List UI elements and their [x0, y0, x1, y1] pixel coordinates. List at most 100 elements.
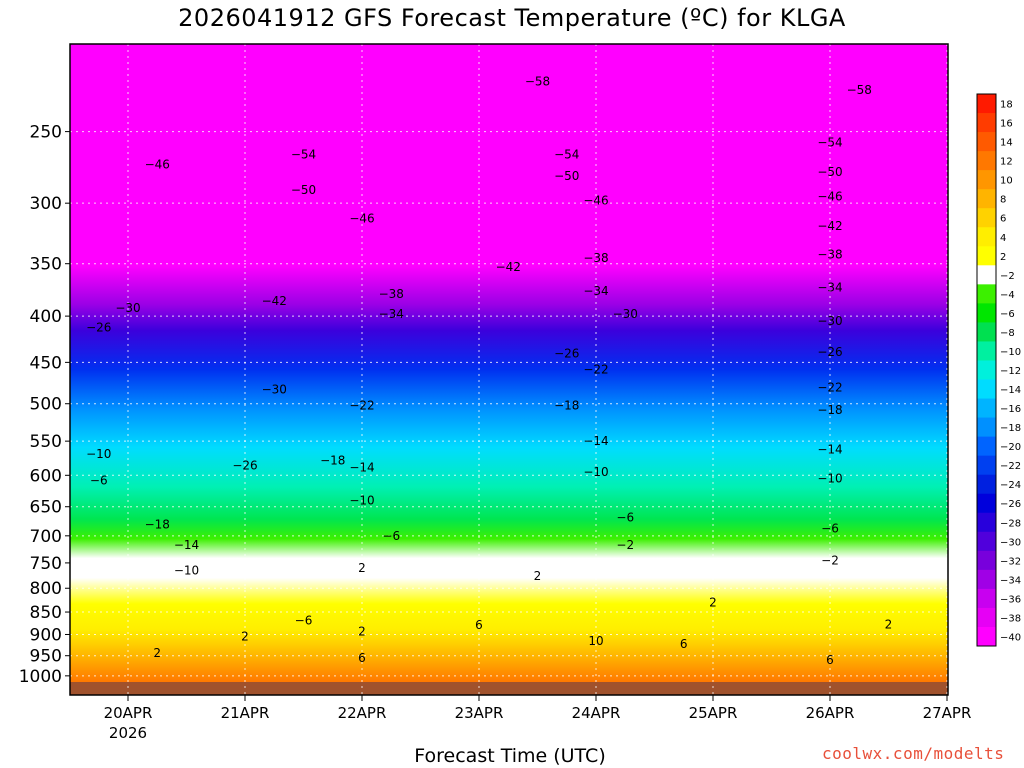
colorbar-swatch: [977, 132, 996, 152]
x-tick-label: 25APR: [689, 704, 738, 722]
y-tick-label: 250: [30, 123, 62, 143]
colorbar-swatch: [977, 341, 996, 361]
contour-label: −30: [115, 301, 140, 315]
colorbar-label: 4: [1000, 233, 1006, 244]
colorbar-label: −40: [1000, 632, 1021, 643]
contour-label: −6: [616, 510, 634, 524]
contour-label: 2: [709, 596, 717, 610]
y-tick-label: 950: [30, 647, 62, 667]
colorbar-swatch: [977, 94, 996, 114]
x-axis: 20APR 21APR 22APR 23APR 24APR 25APR 26APR 27APR…: [104, 695, 972, 742]
contour-label: −10: [174, 564, 199, 578]
contour-label: −18: [554, 398, 579, 412]
y-tick-label: 1000: [19, 667, 62, 687]
colorbar-swatch: [977, 607, 996, 628]
contour-label: −10: [817, 472, 842, 486]
colorbar-swatch: [977, 417, 996, 438]
colorbar-swatch: [977, 151, 996, 171]
colorbar-label: 10: [1000, 176, 1013, 187]
contour-label: −10: [583, 465, 608, 479]
contour-label: −6: [295, 613, 313, 627]
contour-label: −50: [817, 165, 842, 179]
colorbar-label: −8: [1000, 328, 1015, 339]
colorbar-label: −10: [1000, 347, 1021, 358]
y-tick-label: 700: [30, 527, 62, 547]
y-tick-label: 500: [30, 395, 62, 415]
contour-label: −30: [817, 314, 842, 328]
colorbar-swatch: [977, 227, 996, 247]
y-tick-label: 800: [30, 579, 62, 599]
colorbar-label: −2: [1000, 271, 1015, 282]
colorbar-swatch: [977, 493, 996, 514]
contour-label: −54: [554, 147, 579, 161]
x-tick-label: 21APR: [221, 704, 270, 722]
colorbar-label: −14: [1000, 385, 1021, 396]
colorbar-label: 14: [1000, 138, 1013, 149]
contour-label: 2: [358, 624, 366, 638]
contour-label: −34: [817, 281, 842, 295]
colorbar-swatch: [977, 208, 996, 228]
contour-label: −58: [525, 74, 550, 88]
contour-label: 10: [588, 634, 603, 648]
colorbar-label: −22: [1000, 461, 1021, 472]
contour-label: −46: [145, 158, 170, 172]
y-tick-label: 350: [30, 255, 62, 275]
y-tick-label: 300: [30, 194, 62, 214]
x-tick-label: 20APR: [104, 704, 153, 722]
colorbar-label: −16: [1000, 404, 1021, 415]
colorbar-swatch: [977, 455, 996, 476]
temperature-field: [70, 44, 948, 695]
contour-label: −6: [90, 474, 108, 488]
colorbar-label: −20: [1000, 442, 1021, 453]
contour-label: −22: [817, 381, 842, 395]
colorbar-swatch: [977, 436, 996, 457]
contour-label: −14: [583, 434, 608, 448]
source-credit-link[interactable]: coolwx.com/modelts: [822, 744, 1005, 763]
contour-label: −50: [291, 183, 316, 197]
contour-label: −42: [817, 219, 842, 233]
grid-lines: [70, 44, 948, 695]
colorbar-label: 16: [1000, 119, 1013, 130]
colorbar-swatch: [977, 189, 996, 209]
x-tick-label: 27APR: [923, 704, 972, 722]
contour-label: −38: [583, 251, 608, 265]
contour-label: −14: [174, 538, 199, 552]
chart-title: 2026041912 GFS Forecast Temperature (ºC)…: [178, 4, 846, 32]
colorbar-label: −32: [1000, 556, 1021, 567]
contour-label: 2: [153, 646, 161, 660]
contour-label: −42: [496, 260, 521, 274]
plot-frame: [69, 43, 949, 696]
colorbar-label: −12: [1000, 366, 1021, 377]
y-tick-label: 850: [30, 603, 62, 623]
contour-label: −6: [382, 529, 400, 543]
y-tick-label: 600: [30, 466, 62, 486]
colorbar-swatch: [977, 550, 996, 571]
y-tick-label: 650: [30, 498, 62, 518]
colorbar-swatch: [977, 398, 996, 419]
contour-label: 2: [885, 617, 893, 631]
colorbar-label: −6: [1000, 309, 1015, 320]
contour-labels: −58 −58 −54 −54 −54 −50 −50 −50 −46 −46 −46 −46 −42 −…: [86, 74, 892, 666]
contour-label: −10: [86, 447, 111, 461]
colorbar-swatch: [977, 531, 996, 552]
colorbar-label: −38: [1000, 613, 1021, 624]
contour-label: 6: [680, 637, 688, 651]
contour-label: 6: [358, 651, 366, 665]
contour-label: −18: [817, 403, 842, 417]
colorbar-label: −28: [1000, 518, 1021, 529]
contour-label: −54: [291, 147, 316, 161]
y-tick-label: 450: [30, 353, 62, 373]
colorbar-swatch: [977, 170, 996, 190]
colorbar-label: −36: [1000, 594, 1021, 605]
colorbar-swatch: [977, 588, 996, 609]
contour-label: −22: [583, 362, 608, 376]
y-axis: 2503003504004505005506006507007508008509…: [19, 123, 70, 687]
contour-label: −2: [821, 553, 839, 567]
surface-ground: [70, 682, 948, 695]
x-tick-label: 26APR: [806, 704, 855, 722]
colorbar-swatch: [977, 265, 996, 285]
colorbar-label: −18: [1000, 423, 1021, 434]
colorbar-label: 6: [1000, 214, 1006, 225]
contour-label: −50: [554, 169, 579, 183]
